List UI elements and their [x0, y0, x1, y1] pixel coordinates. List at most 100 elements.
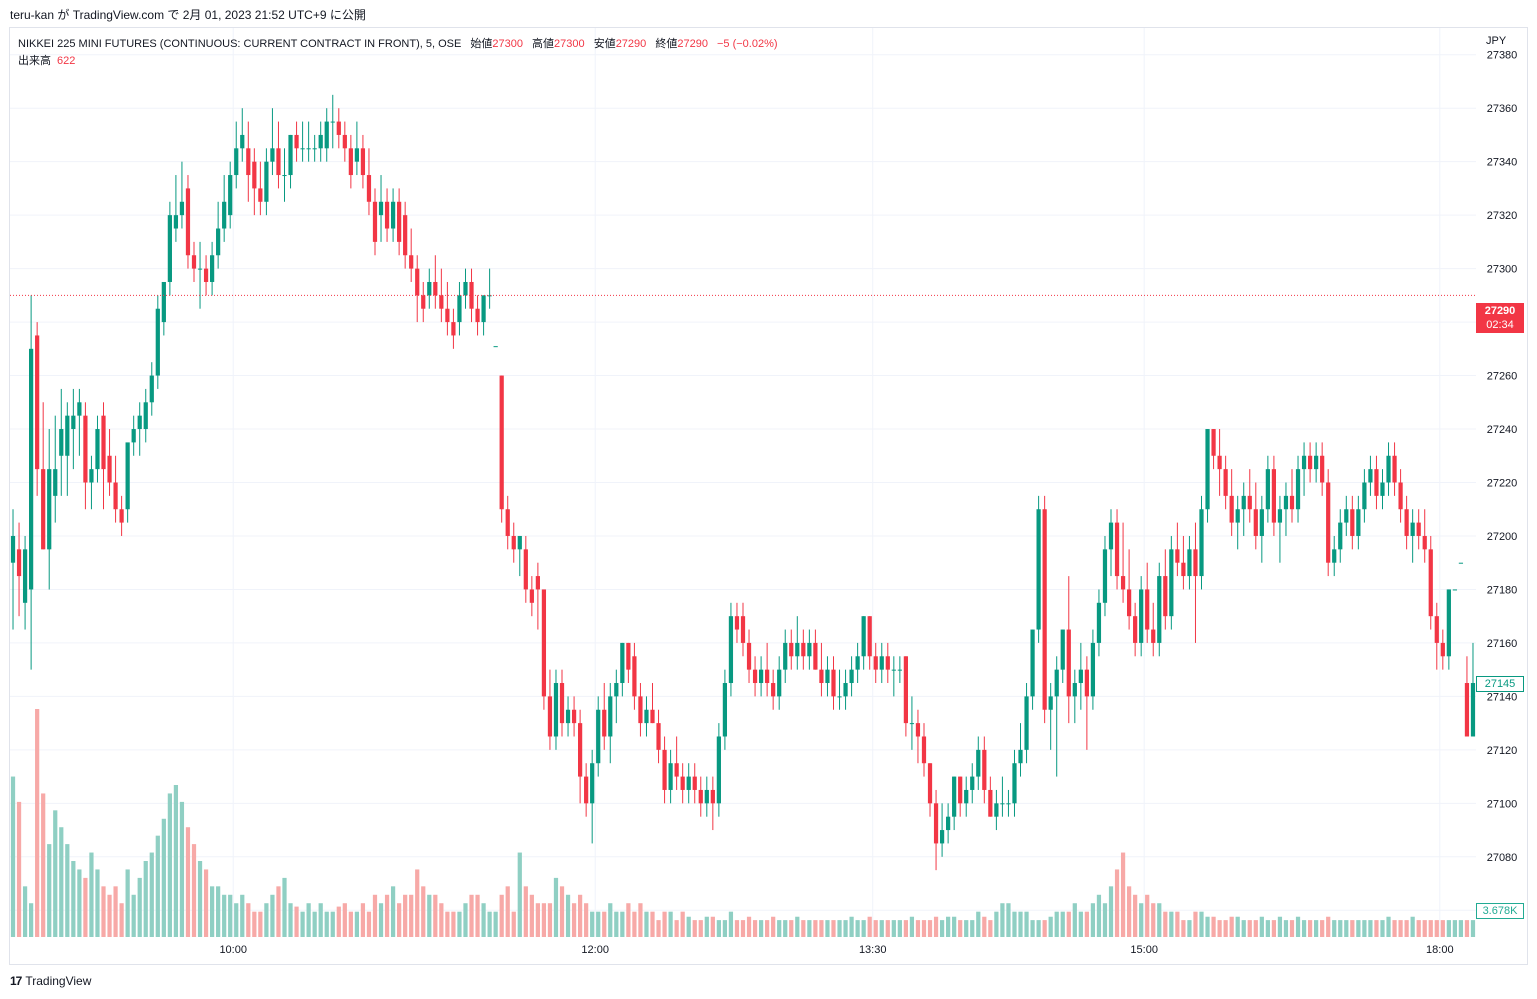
y-axis: 2706027080271002712027140271602718027200…: [1487, 50, 1518, 918]
volume-bar: [1217, 920, 1222, 937]
candle-body: [1440, 642, 1445, 657]
candle-body: [300, 148, 305, 150]
volume-bar: [203, 869, 209, 937]
candle-body: [197, 268, 203, 270]
candle-body: [1108, 522, 1114, 550]
candle-body: [53, 469, 58, 496]
volume-bar: [783, 920, 788, 937]
volume-bar: [771, 916, 776, 937]
volume-bar: [1006, 903, 1011, 937]
candle-body: [825, 669, 830, 684]
volume-bar: [366, 911, 372, 937]
volume-bar: [161, 818, 166, 937]
change-value: −5 (−0.02%): [717, 38, 778, 50]
high-value: 27300: [554, 38, 585, 50]
candle-body: [1030, 629, 1035, 697]
volume-bar: [994, 911, 999, 937]
volume-bar: [746, 916, 752, 937]
tradingview-brand[interactable]: 17 TradingView: [10, 974, 91, 988]
candle-body: [1193, 549, 1198, 577]
candle-body: [577, 723, 583, 777]
candle-body: [988, 789, 993, 817]
candle-body: [203, 268, 209, 282]
volume-bar: [1259, 916, 1264, 937]
candle-body: [378, 201, 384, 216]
candle-body: [499, 375, 504, 510]
close-value: 27290: [677, 38, 708, 50]
volume-bar: [1253, 920, 1258, 937]
y-tick-label: 27200: [1487, 531, 1518, 543]
volume-bar: [143, 861, 148, 937]
volume-bar: [644, 911, 649, 937]
candle-body: [282, 175, 287, 177]
y-tick-label: 27220: [1487, 478, 1518, 490]
candle-body: [264, 161, 269, 202]
y-tick-label: 27260: [1487, 371, 1518, 383]
volume-bar: [216, 886, 221, 937]
candle-body: [306, 148, 311, 150]
candle-body: [487, 295, 492, 297]
candle-body: [1072, 683, 1077, 697]
candle-body: [1368, 469, 1373, 483]
candle-body: [964, 789, 969, 804]
candle-body: [1314, 455, 1319, 470]
candle-body: [1458, 562, 1464, 564]
candle-body: [1416, 522, 1421, 536]
volume-legend: 出来高 622: [18, 52, 75, 68]
candle-body: [324, 121, 329, 149]
candle-body: [939, 830, 945, 844]
candle-body: [409, 255, 414, 269]
volume-bar: [1356, 920, 1361, 937]
candle-body: [1235, 509, 1240, 523]
volume-bar: [1108, 886, 1114, 937]
candle-body: [1018, 749, 1023, 764]
volume-bar: [632, 911, 637, 937]
volume-bar: [1187, 920, 1192, 937]
candle-body: [1386, 455, 1391, 483]
volume-bar: [602, 911, 607, 937]
volume-bar: [511, 911, 516, 937]
volume-bar: [481, 903, 486, 937]
candle-body: [228, 175, 233, 216]
volume-bar: [656, 920, 661, 937]
candle-body: [342, 134, 347, 149]
volume-bar: [565, 894, 571, 937]
candle-body: [1078, 669, 1083, 684]
candle-body: [608, 696, 613, 737]
volume-bar: [982, 916, 987, 937]
candle-body: [372, 201, 378, 242]
volume-bar: [1307, 920, 1313, 937]
low-label: 安値: [593, 38, 616, 50]
volume-bar: [867, 916, 872, 937]
candle-body: [463, 281, 468, 296]
volume-bar: [1422, 920, 1427, 937]
candle-body: [885, 656, 890, 670]
candle-body: [596, 709, 601, 764]
candle-body: [632, 656, 637, 697]
volume-bar: [716, 920, 721, 937]
volume-bar: [113, 886, 118, 937]
volume-bar: [185, 827, 191, 937]
candle-body: [958, 776, 963, 804]
candles: [10, 94, 1476, 871]
volume-bar: [1199, 911, 1204, 937]
candle-body: [909, 723, 915, 725]
candle-body: [1157, 576, 1162, 643]
volume-bar: [270, 894, 275, 937]
volume-bar: [415, 869, 420, 937]
volume-bar: [65, 844, 70, 937]
high-label: 高値: [532, 38, 555, 50]
volume-bar: [29, 903, 34, 937]
volume-bar: [131, 894, 136, 937]
volume-bar: [1338, 920, 1343, 937]
candle-body: [41, 469, 46, 550]
volume-bar: [1066, 911, 1071, 937]
candle-body: [1374, 469, 1379, 496]
volume-bar: [475, 894, 480, 937]
y-tick-label: 27100: [1487, 798, 1518, 810]
volume-bar: [1386, 916, 1391, 937]
volume-bar: [1410, 916, 1415, 937]
volume-bar: [1000, 903, 1005, 937]
candle-body: [1042, 509, 1047, 710]
